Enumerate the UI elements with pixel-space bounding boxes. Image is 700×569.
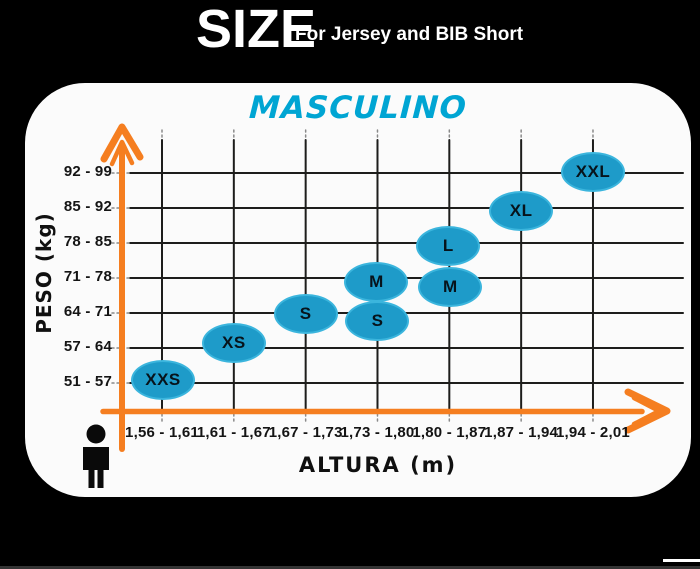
size-bubble-xxl-6: XXL bbox=[560, 152, 625, 192]
size-bubble-s-2: S bbox=[273, 294, 338, 334]
x-axis-tick-label: 1,61 - 1,67 bbox=[196, 424, 271, 441]
x-axis-tick-label: 1,56 - 1,61 bbox=[125, 424, 199, 441]
x-axis-tick-label: 1,94 - 2,01 bbox=[556, 424, 630, 441]
size-bubble-m-4: M bbox=[418, 267, 483, 307]
y-axis-tick-label: 57 - 64 bbox=[63, 338, 112, 355]
person-icon bbox=[83, 424, 109, 488]
x-axis-tick-label: 1,80 - 1,87 bbox=[412, 424, 487, 441]
y-axis-tick-label: 85 - 92 bbox=[63, 198, 112, 215]
page-subtitle: For Jersey and BIB Short bbox=[295, 24, 524, 45]
bottom-edge-strip bbox=[0, 566, 700, 569]
size-bubble-m-3: M bbox=[344, 262, 409, 302]
size-bubble-xs-1: XS bbox=[201, 323, 266, 363]
y-axis-tick-label: 51 - 57 bbox=[63, 373, 112, 390]
y-axis-title: PESO (kg) bbox=[32, 212, 56, 334]
x-axis-title: ALTURA (m) bbox=[298, 453, 458, 477]
size-bubble-xl-5: XL bbox=[489, 191, 554, 231]
y-axis-tick-label: 71 - 78 bbox=[63, 268, 112, 285]
x-axis-tick-label: 1,67 - 1,73 bbox=[268, 424, 343, 441]
x-axis-tick-label: 1,73 - 1,80 bbox=[340, 424, 415, 441]
x-axis-tick-label: 1,87 - 1,94 bbox=[484, 424, 559, 441]
page-title: SIZE bbox=[196, 0, 317, 59]
size-bubble-xxs-0: XXS bbox=[131, 360, 195, 400]
y-axis-tick-label: 78 - 85 bbox=[63, 233, 112, 250]
size-bubble-s-3: S bbox=[345, 301, 410, 341]
size-bubble-l-4: L bbox=[416, 226, 481, 266]
y-axis-tick-label: 64 - 71 bbox=[63, 303, 112, 320]
bottom-right-line bbox=[663, 559, 700, 562]
y-axis-tick-label: 92 - 99 bbox=[63, 163, 112, 180]
